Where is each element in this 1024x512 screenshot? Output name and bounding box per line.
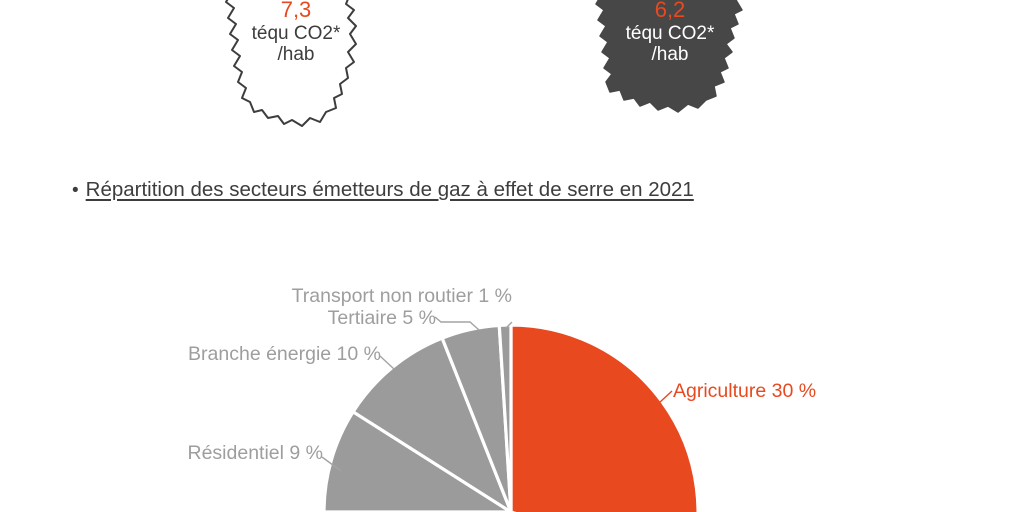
pie-label-agriculture: Agriculture 30 % [673, 380, 817, 402]
leader-line-tertiaire [434, 316, 480, 331]
pie-leader-lines [321, 316, 673, 472]
page-title: Répartition des secteurs émetteurs de ga… [85, 178, 694, 201]
pie-slices [322, 323, 700, 512]
pie-label-residentiel: Résidentiel 9 % [187, 442, 324, 464]
leader-line-residentiel [321, 456, 342, 472]
pie-label-branche-energie: Branche énergie 10 % [188, 343, 381, 365]
pie-chart: Agriculture 30 % Transport non routier 1… [0, 230, 1024, 512]
pie-slice-r-sidentiel [322, 410, 513, 512]
leader-line-agriculture [658, 390, 673, 404]
pie-slice-agriculture [509, 323, 700, 512]
map-comparison-band: 7,3 téqu CO2* /hab 6,2 téqu CO2* /hab [0, 0, 1024, 150]
pie-label-transport-non-routier: Transport non routier 1 % [291, 285, 512, 307]
pie-chart-svg [321, 316, 700, 512]
region-outline-map [225, 0, 357, 127]
bullet-icon: • [72, 180, 79, 201]
pie-slice-transport-non-routier [497, 323, 513, 512]
france-map-block: 6,2 téqu CO2* /hab [580, 0, 760, 130]
leader-line-transport-non-routier [505, 321, 513, 329]
pie-label-tertiaire: Tertiaire 5 % [327, 307, 436, 329]
leader-line-branche-energie [379, 355, 395, 370]
section-title-row: • Répartition des secteurs émetteurs de … [72, 178, 694, 202]
pie-slice-branche-nergie [351, 336, 513, 512]
france-filled-map [595, 0, 743, 113]
region-map-block: 7,3 téqu CO2* /hab [196, 0, 396, 136]
